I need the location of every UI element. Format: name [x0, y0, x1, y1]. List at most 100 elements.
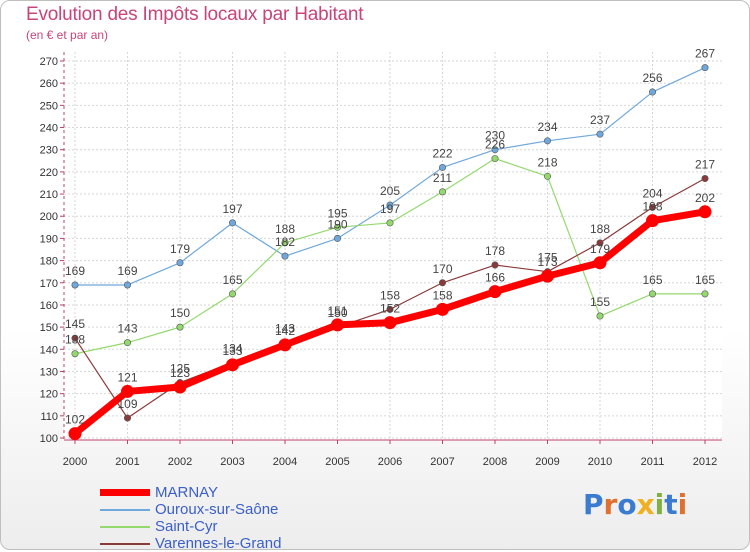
data-point-marnay: [173, 380, 187, 394]
data-label-varennes-le-grand: 109: [117, 397, 137, 411]
data-point-saint-cyr: [229, 290, 237, 298]
data-label-varennes-le-grand: 188: [590, 222, 610, 236]
data-label-ouroux-sur-sa-ne: 256: [642, 71, 662, 85]
y-tick-label: 270: [40, 56, 58, 68]
x-tick-label: 2010: [588, 456, 612, 468]
data-label-marnay: 151: [327, 304, 347, 318]
data-point-saint-cyr: [438, 188, 446, 196]
data-point-marnay: [226, 358, 239, 372]
data-label-marnay: 142: [275, 324, 295, 338]
data-label-marnay: 179: [590, 242, 610, 256]
data-point-marnay: [646, 214, 659, 228]
data-point-saint-cyr: [281, 239, 289, 247]
data-point-marnay: [121, 384, 134, 398]
data-point-ouroux-sur-sa-ne: [229, 219, 237, 227]
data-label-saint-cyr: 165: [642, 273, 662, 287]
data-label-varennes-le-grand: 134: [222, 342, 242, 356]
y-tick-label: 140: [40, 344, 58, 356]
plot-area: [64, 52, 722, 440]
y-tick-label: 160: [40, 300, 58, 312]
data-label-ouroux-sur-sa-ne: 197: [222, 202, 242, 216]
x-tick-label: 2004: [273, 456, 297, 468]
x-tick-label: 2000: [63, 456, 87, 468]
data-label-ouroux-sur-sa-ne: 169: [65, 264, 85, 278]
data-label-saint-cyr: 218: [537, 155, 557, 169]
data-point-ouroux-sur-sa-ne: [596, 130, 604, 138]
logo-letter: x: [636, 488, 655, 521]
data-label-marnay: 123: [170, 366, 190, 380]
data-point-varennes-le-grand: [438, 279, 446, 287]
data-label-ouroux-sur-sa-ne: 190: [327, 217, 347, 231]
data-point-ouroux-sur-sa-ne: [701, 64, 709, 72]
x-tick-label: 2011: [641, 456, 665, 468]
y-tick-label: 110: [40, 411, 58, 423]
x-tick-label: 2009: [535, 456, 559, 468]
data-point-varennes-le-grand: [648, 203, 656, 211]
data-point-ouroux-sur-sa-ne: [124, 281, 132, 289]
logo-letter: o: [617, 488, 637, 521]
data-point-varennes-le-grand: [124, 414, 132, 422]
data-label-saint-cyr: 143: [117, 322, 137, 336]
legend-label-ouroux: Ouroux-sur-Saône: [155, 501, 279, 518]
data-label-varennes-le-grand: 175: [537, 251, 557, 265]
data-point-ouroux-sur-sa-ne: [333, 234, 341, 242]
y-tick-label: 250: [40, 100, 58, 112]
y-tick-label: 200: [40, 211, 58, 223]
data-point-ouroux-sur-sa-ne: [491, 146, 499, 154]
data-label-ouroux-sur-sa-ne: 169: [117, 264, 137, 278]
data-label-marnay: 102: [65, 413, 85, 427]
data-point-saint-cyr: [386, 219, 394, 227]
legend-label-varennes: Varennes-le-Grand: [155, 535, 282, 552]
x-tick-label: 2001: [115, 456, 139, 468]
data-label-saint-cyr: 195: [327, 206, 347, 220]
data-point-ouroux-sur-sa-ne: [386, 201, 394, 209]
data-point-saint-cyr: [648, 290, 656, 298]
x-tick-label: 2005: [325, 456, 349, 468]
data-point-marnay: [68, 427, 82, 441]
data-label-varennes-le-grand: 125: [170, 362, 190, 376]
x-tick-label: 2007: [430, 456, 454, 468]
data-point-varennes-le-grand: [71, 334, 79, 342]
data-point-varennes-le-grand: [491, 261, 499, 269]
data-point-marnay: [593, 256, 607, 270]
data-point-ouroux-sur-sa-ne: [71, 281, 79, 289]
data-point-ouroux-sur-sa-ne: [648, 88, 656, 96]
data-label-varennes-le-grand: 204: [642, 186, 662, 200]
legend-swatch-varennes: [100, 543, 150, 545]
data-label-saint-cyr: 150: [170, 306, 190, 320]
y-tick-label: 240: [40, 123, 58, 135]
data-point-saint-cyr: [333, 223, 341, 231]
legend-swatch-marnay: [100, 489, 150, 496]
y-tick-label: 150: [40, 322, 58, 334]
data-point-saint-cyr: [176, 323, 184, 331]
logo-letter: i: [654, 488, 665, 521]
data-point-marnay: [331, 318, 344, 332]
data-point-ouroux-sur-sa-ne: [543, 137, 551, 145]
data-label-saint-cyr: 188: [275, 222, 295, 236]
y-tick-label: 260: [40, 78, 58, 90]
data-label-marnay: 166: [485, 271, 505, 285]
data-label-saint-cyr: 211: [433, 171, 452, 185]
data-label-ouroux-sur-sa-ne: 205: [380, 184, 400, 198]
y-tick-label: 100: [40, 433, 58, 445]
data-point-marnay: [541, 269, 554, 283]
data-label-saint-cyr: 226: [485, 138, 505, 152]
data-label-marnay: 121: [117, 370, 137, 384]
data-label-ouroux-sur-sa-ne: 222: [432, 146, 452, 160]
proxiti-logo: Proxiti: [583, 488, 687, 521]
data-label-ouroux-sur-sa-ne: 182: [275, 235, 295, 249]
y-tick-label: 190: [40, 233, 58, 245]
data-label-saint-cyr: 197: [380, 202, 400, 216]
data-point-marnay: [488, 285, 502, 299]
x-tick-label: 2012: [693, 456, 717, 468]
data-label-marnay: 133: [222, 344, 242, 358]
data-label-ouroux-sur-sa-ne: 234: [537, 120, 557, 134]
data-point-marnay: [278, 338, 292, 352]
data-point-saint-cyr: [701, 290, 709, 298]
x-tick-label: 2008: [483, 456, 507, 468]
legend-label-marnay: MARNAY: [155, 484, 219, 501]
data-label-varennes-le-grand: 143: [275, 322, 295, 336]
legend-swatch-saint-cyr: [100, 526, 150, 528]
data-label-marnay: 198: [642, 200, 662, 214]
